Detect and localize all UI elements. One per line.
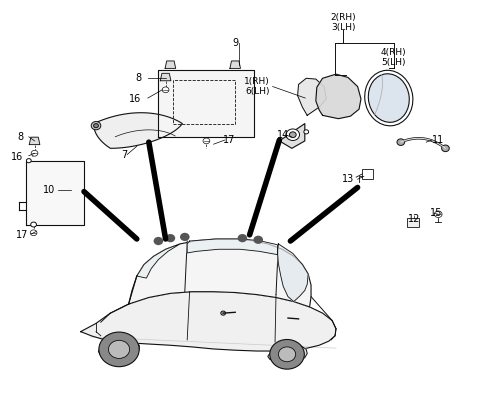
Polygon shape — [26, 161, 84, 225]
Polygon shape — [187, 239, 277, 255]
Circle shape — [221, 311, 226, 315]
Circle shape — [154, 237, 163, 245]
Polygon shape — [129, 239, 311, 307]
Circle shape — [99, 332, 139, 367]
Text: 10: 10 — [43, 185, 55, 195]
Text: 4(RH)
5(LH): 4(RH) 5(LH) — [381, 48, 407, 68]
Circle shape — [162, 87, 169, 93]
Circle shape — [31, 150, 38, 156]
Polygon shape — [158, 70, 254, 137]
Circle shape — [397, 139, 405, 145]
Circle shape — [270, 339, 304, 369]
Polygon shape — [137, 244, 180, 278]
Circle shape — [26, 159, 31, 163]
Circle shape — [286, 129, 300, 140]
Text: 16: 16 — [11, 152, 23, 162]
Polygon shape — [165, 61, 176, 68]
Text: 8: 8 — [135, 73, 142, 83]
Polygon shape — [279, 124, 305, 148]
Text: 17: 17 — [15, 230, 28, 240]
Text: 7: 7 — [121, 150, 128, 159]
Text: 8: 8 — [17, 132, 23, 142]
Text: 17: 17 — [223, 135, 236, 145]
Text: 13: 13 — [342, 174, 354, 184]
Text: 9: 9 — [232, 38, 238, 48]
Circle shape — [203, 138, 210, 144]
Circle shape — [278, 347, 296, 362]
Circle shape — [304, 130, 309, 134]
Polygon shape — [81, 292, 336, 351]
Polygon shape — [230, 61, 240, 68]
Circle shape — [253, 236, 263, 244]
Circle shape — [30, 230, 37, 236]
Ellipse shape — [368, 74, 409, 122]
Polygon shape — [94, 113, 182, 148]
Bar — [362, 169, 373, 179]
Circle shape — [180, 233, 190, 241]
Text: 1(RH)
6(LH): 1(RH) 6(LH) — [244, 77, 270, 96]
Circle shape — [108, 340, 130, 358]
Polygon shape — [268, 343, 307, 363]
Polygon shape — [98, 339, 139, 358]
Bar — [407, 218, 419, 227]
Polygon shape — [298, 78, 326, 115]
Text: 16: 16 — [129, 94, 142, 104]
Circle shape — [166, 234, 175, 242]
Circle shape — [434, 211, 442, 218]
Text: 14: 14 — [277, 130, 289, 140]
Polygon shape — [316, 74, 361, 119]
Circle shape — [442, 145, 449, 152]
Polygon shape — [277, 244, 308, 302]
Circle shape — [91, 122, 101, 130]
Circle shape — [238, 234, 247, 242]
Text: 2(RH)
3(LH): 2(RH) 3(LH) — [330, 13, 356, 33]
Text: 11: 11 — [432, 135, 444, 145]
Circle shape — [289, 132, 296, 138]
Polygon shape — [160, 73, 171, 81]
Text: 12: 12 — [408, 214, 420, 224]
Circle shape — [94, 124, 98, 128]
Circle shape — [31, 222, 36, 227]
Polygon shape — [29, 137, 40, 145]
Text: 15: 15 — [430, 208, 442, 218]
